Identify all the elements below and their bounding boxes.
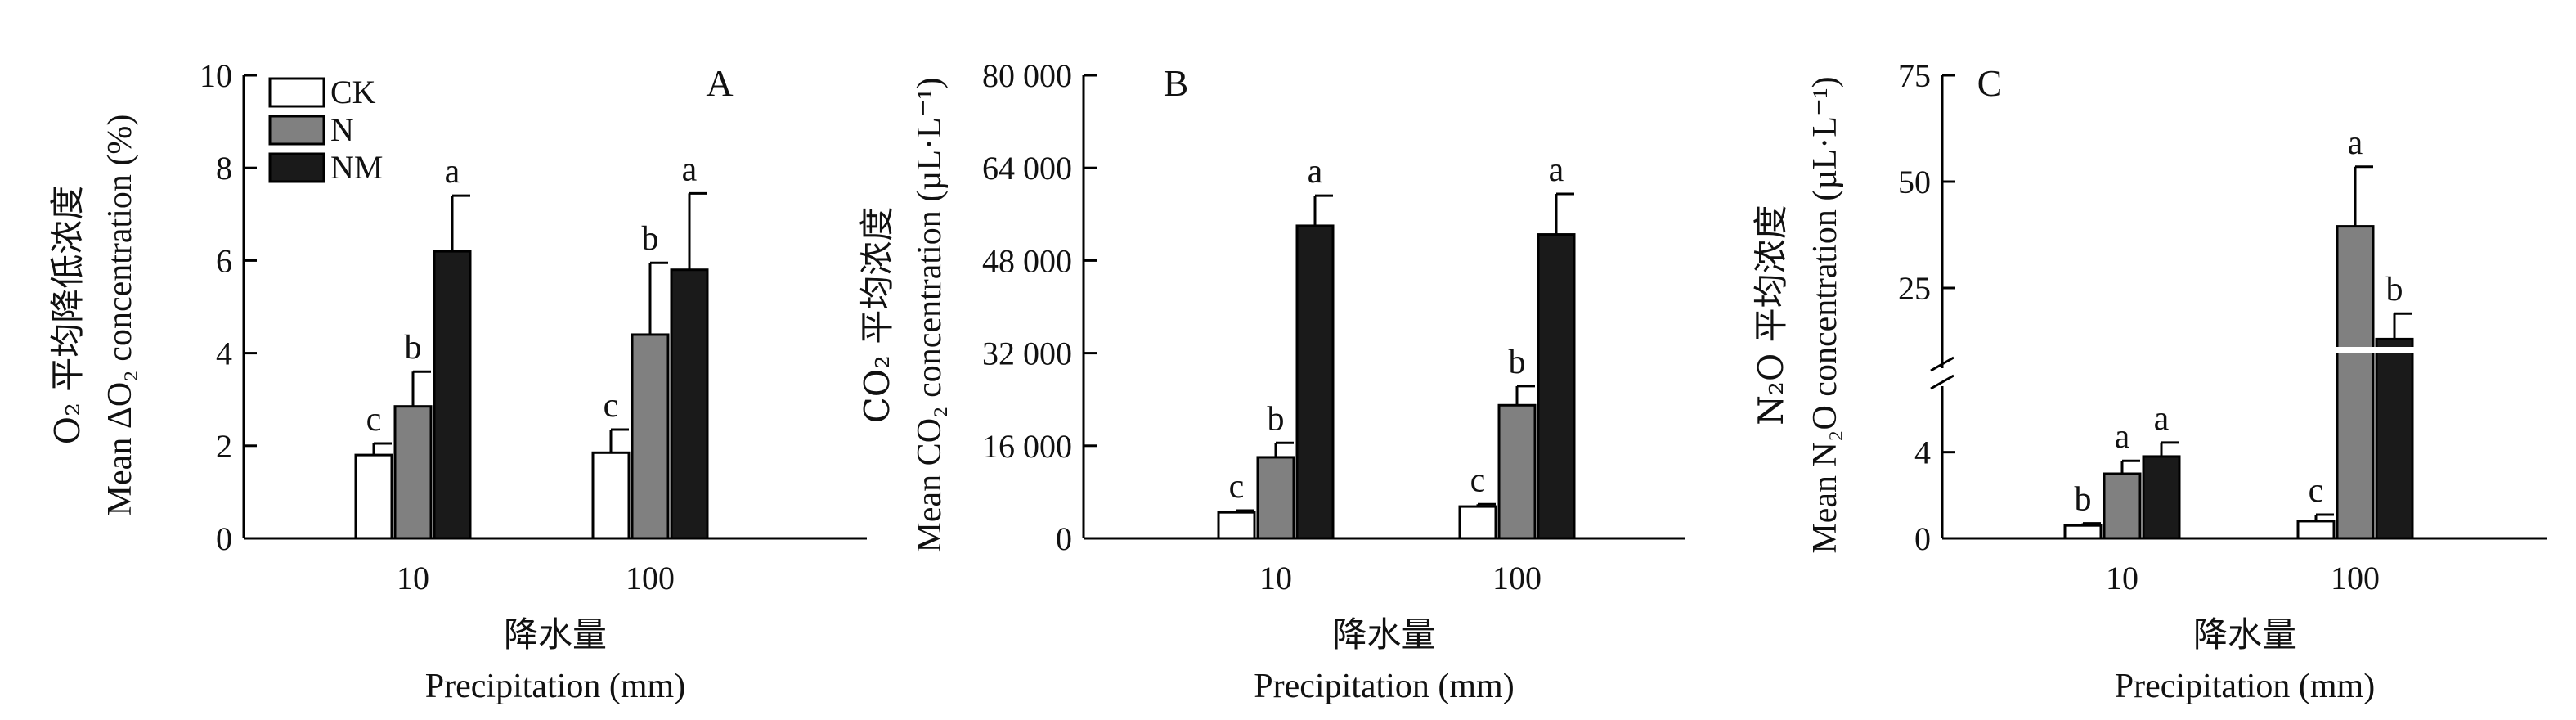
legend-label-nm: NM [330, 149, 383, 186]
y-axis-title-cn: N₂O 平均浓度 [1751, 205, 1791, 425]
significance-letter: a [2348, 124, 2363, 162]
y-tick-label: 4 [1914, 434, 1931, 471]
y-tick-label: 10 [200, 57, 232, 94]
bar-ck-10 [354, 453, 393, 540]
significance-letter: b [642, 220, 659, 258]
legend-swatch-n [268, 115, 325, 146]
x-tick-label: 100 [626, 560, 675, 596]
significance-letter: a [1549, 151, 1564, 189]
significance-letter: a [2115, 418, 2130, 456]
x-axis-title-cn: 降水量 [1332, 614, 1435, 655]
x-axis-title-cn: 降水量 [2193, 614, 2296, 655]
bar-n-10 [1256, 456, 1295, 540]
bar-nm-100 [2375, 337, 2414, 540]
x-tick-label: 100 [1492, 560, 1542, 596]
x-tick-label: 10 [2106, 560, 2138, 596]
significance-letter: a [1308, 153, 1323, 191]
panel-letter: B [1164, 62, 1189, 104]
y-tick-label: 25 [1898, 270, 1931, 307]
panel-letter: C [1977, 62, 2003, 104]
y-tick-label: 0 [1914, 520, 1931, 557]
y-tick-label: 75 [1898, 57, 1931, 94]
significance-letter: b [1268, 400, 1285, 438]
bar-ck-10 [2063, 524, 2103, 540]
bar-ck-100 [1458, 505, 1497, 540]
bar-n-100 [2336, 225, 2375, 540]
significance-letter: c [1229, 468, 1245, 506]
significance-letter: b [405, 329, 422, 367]
significance-letter: b [2075, 481, 2092, 519]
y-axis-title-en: Mean ΔO₂ concentration (%) [101, 115, 139, 516]
legend-label-n: N [330, 111, 354, 148]
bar-ck-10 [1217, 511, 1256, 540]
bar-nm-100 [1537, 233, 1576, 540]
bar-n-100 [631, 333, 670, 540]
y-tick-label: 64 000 [982, 150, 1072, 187]
significance-letter: c [604, 387, 619, 425]
bar-n-100 [1497, 403, 1537, 540]
legend-swatch-nm [268, 152, 325, 183]
bar-ck-100 [591, 451, 631, 540]
axis-break-mark [1930, 374, 1954, 390]
significance-letter: c [2309, 472, 2324, 510]
legend-swatch-ck [268, 77, 325, 108]
x-axis-title-en: Precipitation (mm) [425, 668, 685, 705]
bar-n-10 [393, 405, 433, 540]
bar-nm-10 [2142, 455, 2181, 540]
y-axis-title-cn: CO₂ 平均浓度 [857, 207, 897, 424]
y-axis-title-cn: O₂ 平均降低浓度 [47, 186, 88, 445]
significance-letter: b [2386, 271, 2403, 308]
significance-letter: a [2154, 400, 2170, 438]
x-axis-title-cn: 降水量 [504, 614, 607, 655]
y-tick-label: 4 [216, 335, 232, 372]
y-tick-label: 0 [1056, 520, 1072, 557]
y-tick-label: 16 000 [982, 428, 1072, 465]
bar-ck-100 [2296, 520, 2336, 540]
x-axis-title-en: Precipitation (mm) [1254, 668, 1514, 705]
y-tick-label: 50 [1898, 164, 1931, 200]
significance-letter: a [682, 151, 698, 188]
y-axis-title-en: Mean N₂O concentration (µL·L⁻¹) [1806, 76, 1844, 553]
y-axis-title-en: Mean CO₂ concentration (µL·L⁻¹) [911, 78, 949, 553]
x-tick-label: 10 [397, 560, 429, 596]
y-tick-label: 32 000 [982, 335, 1072, 372]
bar-nm-10 [1295, 224, 1335, 540]
significance-letter: c [1470, 461, 1486, 499]
y-tick-label: 2 [216, 428, 232, 465]
x-axis-title-en: Precipitation (mm) [2115, 668, 2375, 705]
bar-nm-10 [433, 250, 472, 540]
legend-label-ck: CK [330, 74, 376, 110]
axis-break-mark [1930, 356, 1954, 372]
y-tick-label: 6 [216, 242, 232, 279]
axis-break-gap [1945, 347, 2547, 353]
y-tick-label: 8 [216, 150, 232, 187]
significance-letter: a [445, 153, 460, 191]
y-tick-label: 80 000 [982, 57, 1072, 94]
y-tick-label: 48 000 [982, 242, 1072, 279]
x-tick-label: 10 [1259, 560, 1292, 596]
significance-letter: b [1509, 344, 1526, 381]
significance-letter: c [366, 401, 382, 439]
y-tick-label: 0 [216, 520, 232, 557]
x-tick-label: 100 [2331, 560, 2380, 596]
bar-nm-100 [670, 268, 709, 540]
panel-letter: A [706, 62, 733, 104]
bar-n-10 [2103, 472, 2142, 540]
